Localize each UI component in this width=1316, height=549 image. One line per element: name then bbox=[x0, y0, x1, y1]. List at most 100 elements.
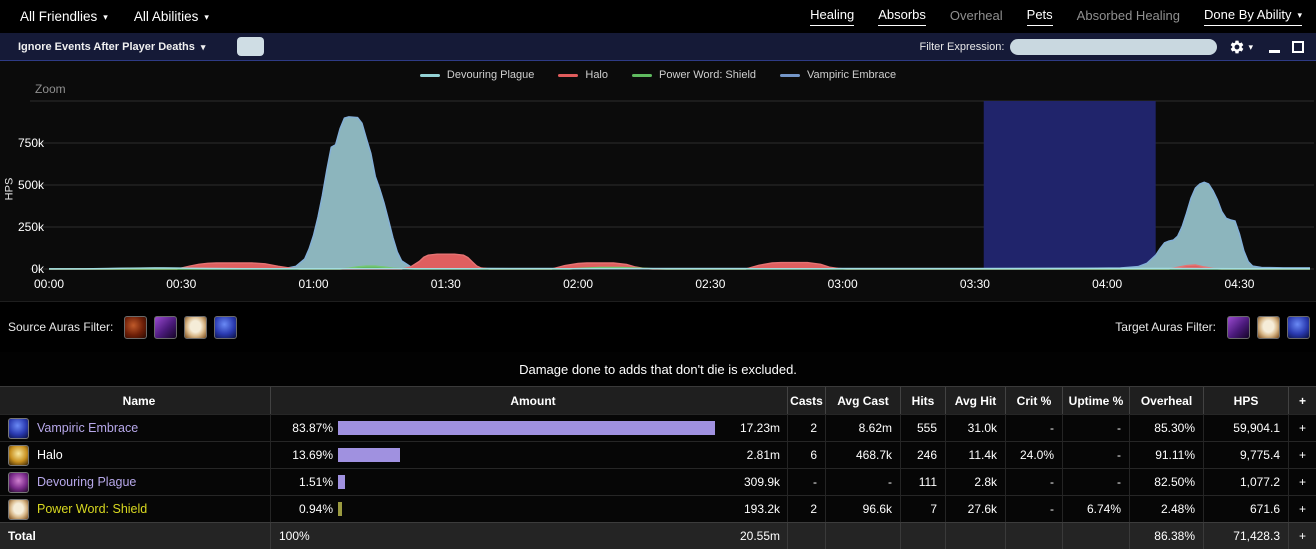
crit-cell: 24.0% bbox=[1006, 442, 1063, 468]
tab-pets[interactable]: Pets bbox=[1026, 7, 1053, 26]
chart-legend: Devouring Plague Halo Power Word: Shield… bbox=[0, 69, 1316, 81]
total-overheal: 86.38% bbox=[1130, 523, 1204, 549]
col-avg-cast[interactable]: Avg Cast bbox=[826, 387, 901, 414]
svg-text:01:00: 01:00 bbox=[299, 277, 329, 291]
table-row-vampiric-embrace[interactable]: Vampiric Embrace 83.87% 17.23m 2 8.62m 5… bbox=[0, 414, 1316, 441]
amount-bar bbox=[338, 448, 400, 462]
amount-percent: 83.87% bbox=[292, 421, 333, 435]
total-percent: 100% bbox=[279, 529, 310, 543]
svg-text:500k: 500k bbox=[18, 178, 45, 192]
legend-item-power-word-shield[interactable]: Power Word: Shield bbox=[632, 69, 756, 81]
svg-text:00:00: 00:00 bbox=[34, 277, 64, 291]
expand-row-button[interactable]: + bbox=[1298, 421, 1306, 435]
expand-row-button[interactable]: + bbox=[1298, 475, 1306, 489]
col-crit[interactable]: Crit % bbox=[1006, 387, 1063, 414]
uptime-cell: - bbox=[1063, 415, 1130, 441]
tab-overheal[interactable]: Overheal bbox=[949, 7, 1003, 23]
filter-expression-label: Filter Expression: bbox=[919, 40, 1005, 53]
halo-icon bbox=[8, 444, 29, 466]
notice-banner: Damage done to adds that don't die is ex… bbox=[0, 352, 1316, 387]
total-casts bbox=[788, 523, 826, 549]
svg-text:03:30: 03:30 bbox=[960, 277, 990, 291]
tab-absorbs[interactable]: Absorbs bbox=[878, 7, 926, 26]
total-hits bbox=[901, 523, 946, 549]
avg-hit-cell: 11.4k bbox=[946, 442, 1006, 468]
legend-item-devouring-plague[interactable]: Devouring Plague bbox=[419, 69, 534, 81]
all-friendlies-dropdown[interactable]: All Friendlies ▾ bbox=[20, 9, 108, 24]
legend-swatch bbox=[780, 73, 801, 77]
crit-cell: - bbox=[1006, 469, 1063, 495]
total-label: Total bbox=[0, 523, 271, 549]
uptime-cell: - bbox=[1063, 442, 1130, 468]
filter-expression-input[interactable] bbox=[1010, 38, 1218, 55]
avg-hit-cell: 2.8k bbox=[946, 469, 1006, 495]
amount-percent: 0.94% bbox=[298, 502, 333, 516]
chevron-down-icon: ▾ bbox=[1297, 10, 1302, 20]
filter-menus: All Friendlies ▾ All Abilities ▾ bbox=[0, 9, 209, 24]
done-by-ability-dropdown[interactable]: Done By Ability ▾ bbox=[1204, 7, 1302, 26]
casts-cell: 2 bbox=[788, 496, 826, 522]
legend-swatch bbox=[419, 73, 440, 77]
target-aura-purple-cloak-icon[interactable] bbox=[1227, 315, 1250, 339]
target-aura-power-word-shield-icon[interactable] bbox=[1257, 315, 1280, 339]
expand-row-button[interactable]: + bbox=[1298, 448, 1306, 462]
svg-text:02:00: 02:00 bbox=[563, 277, 593, 291]
expand-row-button[interactable]: + bbox=[1298, 502, 1306, 516]
tab-healing[interactable]: Healing bbox=[810, 7, 855, 26]
col-amount[interactable]: Amount bbox=[271, 387, 788, 414]
col-casts[interactable]: Casts bbox=[788, 387, 826, 414]
table-row-halo[interactable]: Halo 13.69% 2.81m 6 468.7k 246 11.4k 24.… bbox=[0, 441, 1316, 468]
hps-chart-panel: 0k 250k 500k 750k 00:00 00:30 01:00 01:30 02:00 0… bbox=[0, 61, 1316, 302]
settings-menu[interactable]: ▾ bbox=[1229, 39, 1253, 55]
legend-item-halo[interactable]: Halo bbox=[558, 69, 608, 81]
col-name[interactable]: Name bbox=[0, 387, 271, 414]
col-uptime[interactable]: Uptime % bbox=[1063, 387, 1130, 414]
ability-name-link[interactable]: Vampiric Embrace bbox=[37, 421, 139, 435]
amount-bar bbox=[338, 475, 345, 489]
table-row-power-word-shield[interactable]: Power Word: Shield 0.94% 193.2k 2 96.6k … bbox=[0, 495, 1316, 522]
minimize-icon[interactable] bbox=[1269, 50, 1280, 53]
ability-name-link[interactable]: Power Word: Shield bbox=[37, 502, 148, 516]
expand-row-button[interactable]: + bbox=[1298, 529, 1306, 543]
source-aura-power-word-shield-icon[interactable] bbox=[184, 315, 208, 339]
source-aura-fire-debuff-icon[interactable] bbox=[124, 315, 148, 339]
amount-bar-track bbox=[338, 421, 720, 435]
legend-item-vampiric-embrace[interactable]: Vampiric Embrace bbox=[780, 69, 896, 81]
ignore-deaths-dropdown[interactable]: Ignore Events After Player Deaths ▾ bbox=[18, 41, 205, 53]
source-aura-vampiric-embrace-icon[interactable] bbox=[214, 315, 238, 339]
source-aura-purple-cloak-icon[interactable] bbox=[154, 315, 178, 339]
table-row-devouring-plague[interactable]: Devouring Plague 1.51% 309.9k - - 111 2.… bbox=[0, 468, 1316, 495]
amount-value: 309.9k bbox=[743, 475, 780, 489]
avg-hit-cell: 27.6k bbox=[946, 496, 1006, 522]
hits-cell: 111 bbox=[901, 469, 946, 495]
col-hps[interactable]: HPS bbox=[1204, 387, 1289, 414]
overheal-cell: 2.48% bbox=[1130, 496, 1204, 522]
table-row-total: Total 100% 20.55m 86.38% 71,428.3 + bbox=[0, 522, 1316, 549]
amount-bar bbox=[338, 502, 343, 516]
table-header: Name Amount Casts Avg Cast Hits Avg Hit … bbox=[0, 387, 1316, 414]
ability-name-link[interactable]: Devouring Plague bbox=[37, 475, 137, 489]
amount-percent: 1.51% bbox=[298, 475, 333, 489]
tab-absorbed-healing[interactable]: Absorbed Healing bbox=[1076, 7, 1181, 23]
zoom-label: Zoom bbox=[35, 82, 66, 96]
svg-text:0k: 0k bbox=[31, 262, 45, 276]
col-avg-hit[interactable]: Avg Hit bbox=[946, 387, 1006, 414]
hits-cell: 7 bbox=[901, 496, 946, 522]
legend-swatch bbox=[632, 73, 652, 77]
maximize-icon[interactable] bbox=[1292, 40, 1304, 53]
all-abilities-dropdown[interactable]: All Abilities ▾ bbox=[134, 9, 209, 24]
chart-toolbar: Ignore Events After Player Deaths ▾ Filt… bbox=[0, 33, 1316, 61]
col-hits[interactable]: Hits bbox=[901, 387, 946, 414]
col-expand[interactable]: + bbox=[1298, 393, 1306, 408]
ability-name-link[interactable]: Halo bbox=[37, 448, 63, 462]
col-overheal[interactable]: Overheal bbox=[1130, 387, 1204, 414]
hits-cell: 246 bbox=[901, 442, 946, 468]
amount-bar-track bbox=[338, 502, 720, 516]
top-bar: All Friendlies ▾ All Abilities ▾ Healing… bbox=[0, 0, 1316, 33]
hps-chart[interactable]: 0k 250k 500k 750k 00:00 00:30 01:00 01:30 02:00 0… bbox=[0, 61, 1316, 302]
casts-cell: 6 bbox=[788, 442, 826, 468]
target-aura-vampiric-embrace-icon[interactable] bbox=[1287, 315, 1310, 339]
avg-hit-cell: 31.0k bbox=[946, 415, 1006, 441]
avg-cast-cell: 8.62m bbox=[826, 415, 901, 441]
toolbar-toggle-button[interactable] bbox=[237, 37, 265, 56]
